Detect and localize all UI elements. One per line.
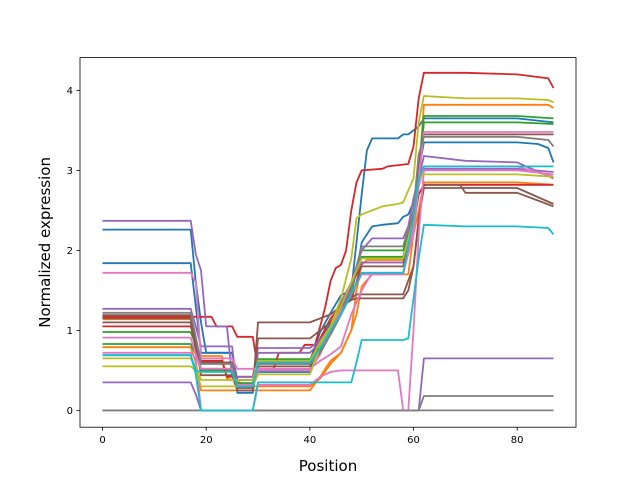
y-tick-label: 3 <box>67 166 73 177</box>
x-tick-label: 80 <box>511 435 524 446</box>
x-tick-label: 0 <box>99 435 105 446</box>
series-line-6 <box>102 71 555 370</box>
series-line-23 <box>102 165 554 388</box>
x-axis-label: Position <box>299 457 357 475</box>
y-tick-label: 0 <box>67 406 73 417</box>
y-tick-label: 2 <box>67 246 73 257</box>
series-line-22 <box>102 223 555 412</box>
series-group <box>102 71 555 412</box>
y-axis-label: Normalized expression <box>36 157 54 328</box>
x-axis-ticks: 0 20 40 60 80 <box>99 427 524 446</box>
x-tick-label: 40 <box>303 435 316 446</box>
x-tick-label: 20 <box>200 435 213 446</box>
plot-frame <box>79 57 577 428</box>
y-tick-label: 1 <box>67 326 73 337</box>
x-tick-label: 60 <box>407 435 420 446</box>
series-line-19 <box>102 135 555 388</box>
y-tick-label: 4 <box>67 86 73 97</box>
y-axis-ticks: 0 1 2 3 4 <box>67 86 80 417</box>
